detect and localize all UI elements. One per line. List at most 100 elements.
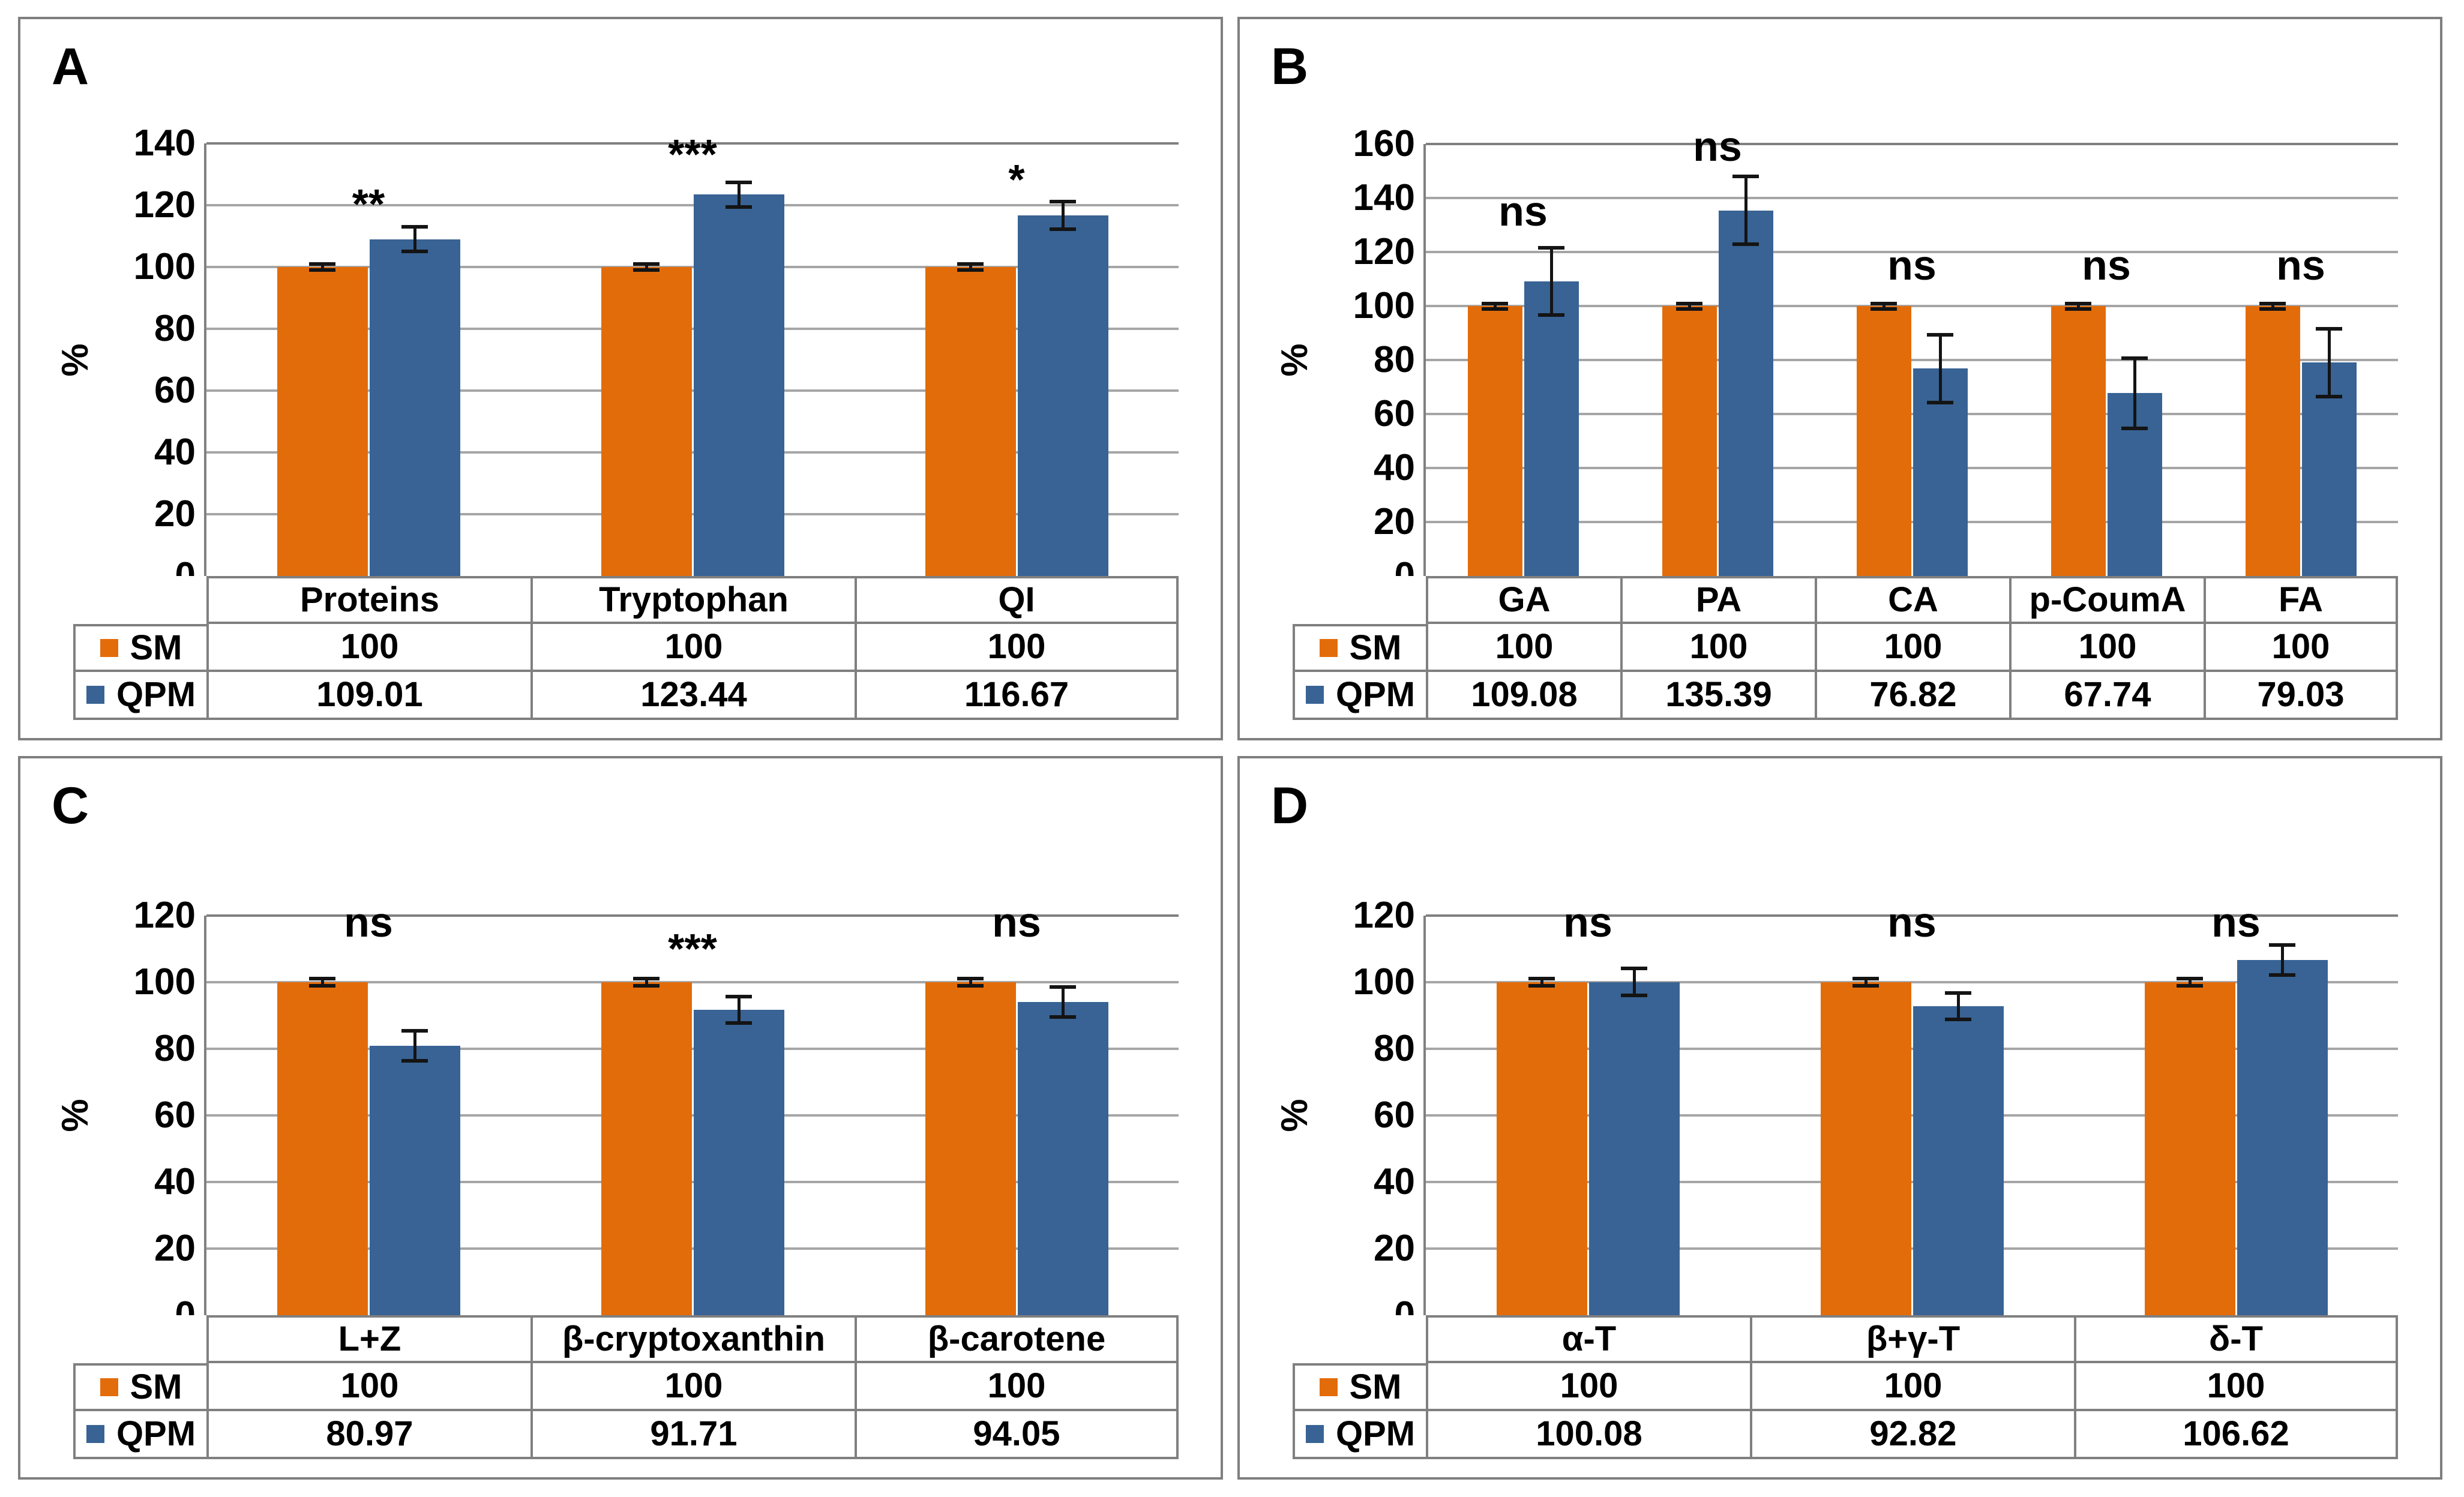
error-bar [1956, 992, 1960, 1020]
significance-label: * [1008, 155, 1025, 203]
value-cell-sm-3: 100 [2074, 1363, 2398, 1411]
qpm-legend-swatch-icon [1305, 686, 1324, 704]
y-tick-label: 40 [154, 1161, 196, 1202]
sm-bar-1 [1467, 306, 1522, 576]
y-tick-label: 140 [133, 122, 196, 164]
error-bar-top-cap [401, 224, 428, 229]
sm-bar-3 [2144, 982, 2235, 1315]
qpm-bar-2 [693, 1010, 784, 1315]
error-bar-bottom-cap [1945, 1018, 1971, 1022]
category-header-cell: β-carotene [855, 1315, 1179, 1363]
legend-label: SM [1349, 628, 1402, 667]
error-bar-top-cap [957, 262, 984, 266]
value-cell-sm-3: 100 [855, 1363, 1179, 1411]
value-cell-qpm-3: 106.62 [2074, 1411, 2398, 1459]
value-cell-qpm-1: 109.08 [1426, 672, 1620, 720]
gridline-80 [206, 1048, 1179, 1050]
error-bar [1687, 303, 1691, 309]
y-axis-line [204, 916, 206, 1318]
legend-key-qpm: QPM [1293, 672, 1426, 720]
sm-legend-swatch-icon [1319, 1378, 1338, 1396]
y-tick-label: 60 [1374, 393, 1415, 434]
value-cell-qpm-2: 123.44 [530, 672, 855, 720]
qpm-bar-1 [1588, 982, 1680, 1315]
gridline-80 [1426, 1048, 2398, 1050]
gridline-60 [1426, 413, 2398, 415]
gridline-80 [206, 328, 1179, 330]
category-header-cell: p-CoumA [2009, 576, 2204, 624]
value-cell-qpm-1: 80.97 [206, 1411, 530, 1459]
significance-label: ns [1887, 241, 1937, 289]
gridline-100 [1426, 981, 2398, 983]
qpm-bar-5 [2301, 362, 2357, 576]
value-cell-qpm-5: 79.03 [2204, 672, 2398, 720]
y-tick-label: 80 [1374, 339, 1415, 380]
category-header-cell: L+Z [206, 1315, 530, 1363]
value-cell-qpm-3: 76.82 [1815, 672, 2009, 720]
error-bar [1632, 968, 1636, 995]
y-tick-label: 80 [154, 1028, 196, 1069]
error-bar-bottom-cap [401, 1058, 428, 1063]
error-bar-bottom-cap [1482, 307, 1508, 311]
value-cell-qpm-1: 100.08 [1426, 1411, 1750, 1459]
sm-legend-swatch-icon [100, 639, 118, 657]
gridline-120 [1426, 914, 2398, 917]
error-bar [1061, 987, 1065, 1017]
error-bar [413, 1030, 416, 1061]
significance-label: ns [2082, 241, 2131, 289]
value-cell-qpm-2: 135.39 [1620, 672, 1815, 720]
error-bar-top-cap [2269, 943, 2295, 947]
table-corner-cell [73, 576, 206, 624]
value-cell-qpm-4: 67.74 [2009, 672, 2204, 720]
y-axis-title: % [1274, 343, 1315, 377]
y-tick-label: 80 [1374, 1028, 1415, 1069]
gridline-140 [1426, 197, 2398, 199]
qpm-bar-2 [693, 194, 784, 576]
category-header-cell: CA [1815, 576, 2009, 624]
legend-label: SM [130, 628, 182, 667]
qpm-bar-1 [1524, 281, 1579, 576]
error-bar-bottom-cap [1676, 307, 1702, 311]
error-bar-bottom-cap [633, 268, 660, 272]
significance-label: *** [668, 131, 717, 178]
sm-bar-3 [1856, 306, 1911, 576]
error-bar [1493, 303, 1497, 309]
gridline-40 [1426, 467, 2398, 469]
error-bar [1744, 176, 1747, 244]
value-cell-qpm-3: 116.67 [855, 672, 1179, 720]
gridline-160 [1426, 143, 2398, 145]
panel-d: D020406080100120%nsnsnsα-Tβ+γ-Tδ-TSM1001… [1237, 756, 2442, 1480]
y-tick-label: 20 [154, 493, 196, 535]
error-bar [2076, 303, 2080, 309]
qpm-bar-1 [369, 239, 460, 576]
legend-key-sm: SM [1293, 624, 1426, 672]
error-bar [320, 263, 324, 271]
value-cell-qpm-2: 91.71 [530, 1411, 855, 1459]
error-bar-top-cap [1853, 977, 1879, 981]
value-cell-sm-5: 100 [2204, 624, 2398, 672]
error-bar [1540, 979, 1543, 986]
legend-key-sm: SM [73, 1363, 206, 1411]
error-bar [645, 263, 648, 271]
table-corner-cell [73, 1315, 206, 1363]
error-bar-bottom-cap [726, 1021, 752, 1025]
y-axis-title: % [55, 343, 96, 377]
gridline-120 [1426, 251, 2398, 253]
category-header-cell: GA [1426, 576, 1620, 624]
error-bar-top-cap [1732, 175, 1759, 179]
error-bar [737, 182, 741, 207]
error-bar [1938, 335, 1942, 403]
significance-label: ns [1498, 187, 1548, 235]
category-header-cell: PA [1620, 576, 1815, 624]
error-bar-top-cap [401, 1028, 428, 1033]
error-bar-top-cap [2259, 301, 2286, 305]
data-table: α-T β+γ-T δ-T SM 100 100 100 QPM 100.08 92.82 106.… [1293, 1315, 2398, 1459]
error-bar-top-cap [1621, 967, 1647, 971]
error-bar-top-cap [2177, 977, 2203, 981]
panel-letter: B [1271, 38, 1309, 95]
error-bar [413, 226, 416, 252]
significance-label: ns [992, 898, 1041, 946]
legend-key-qpm: QPM [1293, 1411, 1426, 1459]
qpm-bar-2 [1913, 1006, 2004, 1315]
y-tick-label: 20 [154, 1228, 196, 1269]
